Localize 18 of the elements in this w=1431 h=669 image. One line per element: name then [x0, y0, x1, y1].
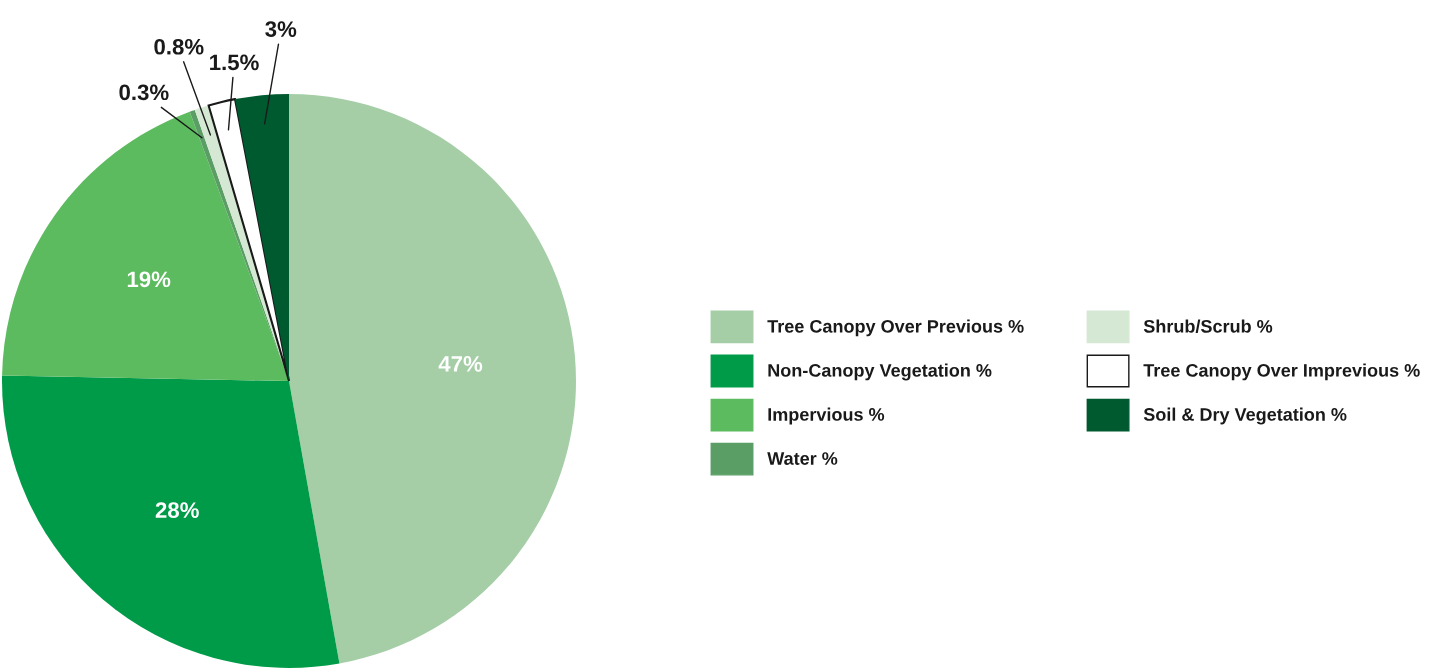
legend-label: Soil & Dry Vegetation %: [1143, 407, 1347, 425]
data-label: 19%: [127, 271, 171, 288]
pie-slice: [2, 111, 289, 381]
legend-label: Impervious %: [768, 407, 885, 425]
legend-label: Shrub/Scrub %: [1143, 319, 1273, 333]
pie-slice: [2, 375, 340, 668]
data-label: 1.5%: [210, 54, 259, 71]
data-label: 3%: [265, 21, 297, 37]
data-label: 0.8%: [154, 38, 204, 55]
legend-label: Non-Canopy Vegetation %: [768, 363, 992, 381]
legend-label: Tree Canopy Over Previous %: [767, 319, 1024, 337]
data-label: 47%: [438, 356, 483, 372]
data-label: 0.3%: [119, 84, 169, 101]
pie-slice: [235, 94, 289, 381]
pie-slice: [289, 94, 576, 664]
legend-label: Water %: [767, 452, 838, 465]
data-label: 28%: [155, 502, 199, 518]
legend-label: Tree Canopy Over Imprevious %: [1143, 363, 1420, 381]
